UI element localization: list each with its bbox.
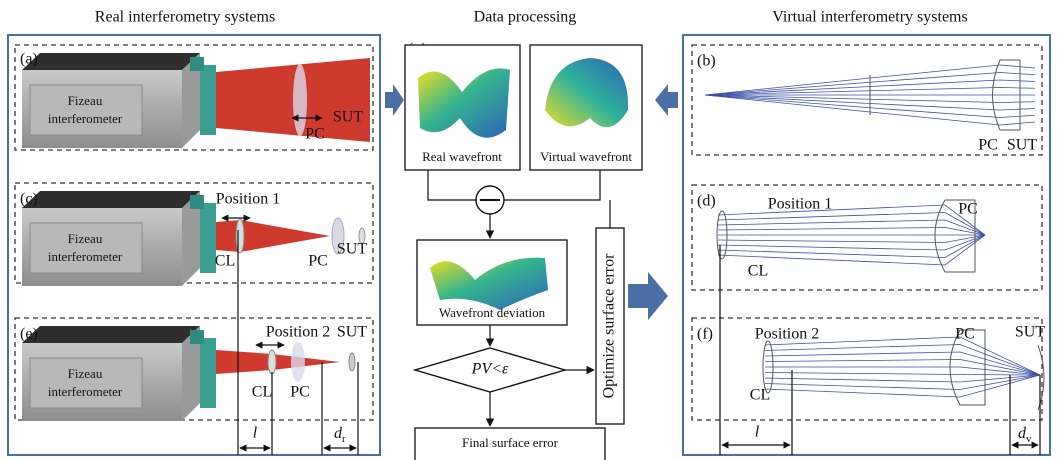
rays <box>765 337 1040 397</box>
part-label: CL <box>215 253 235 270</box>
virtual-frame <box>683 35 1050 455</box>
connector <box>504 170 600 200</box>
position-label: Position 2 <box>266 324 330 341</box>
device-label: Fizeau <box>68 231 103 246</box>
connector <box>428 170 476 200</box>
part-label: SUT <box>337 241 367 258</box>
panel-label: (c) <box>20 191 38 208</box>
panel-d <box>692 185 1042 290</box>
device-label: Fizeau <box>68 93 103 108</box>
position-label: Position 1 <box>768 196 832 213</box>
part-label: CL <box>748 263 768 280</box>
header: Virtual interferometry systems <box>772 9 967 26</box>
panel-label: (f) <box>697 326 713 343</box>
interferometer <box>22 326 216 421</box>
ray <box>718 228 985 236</box>
ray <box>765 337 1040 375</box>
lens <box>268 350 276 374</box>
dim-sub: v <box>1026 433 1032 445</box>
figure: Real interferometry systems Data process… <box>0 0 1058 460</box>
flow-arrow <box>628 272 668 320</box>
beam <box>216 220 330 252</box>
device-label: interferometer <box>48 249 123 264</box>
box-label: Real wavefront <box>422 149 502 164</box>
ray <box>765 375 1040 390</box>
part-label: PC <box>308 253 328 270</box>
part-label: CL <box>750 387 770 404</box>
dim-sub: r <box>342 433 346 445</box>
panel-label: (a) <box>20 51 38 68</box>
device-label: interferometer <box>48 384 123 399</box>
dim-label: dv <box>1018 425 1032 445</box>
part-label: SUT <box>333 109 363 126</box>
header: Real interferometry systems <box>95 9 275 26</box>
part-label: PC <box>955 326 975 343</box>
rays <box>718 205 985 265</box>
part-label: SUT <box>337 324 367 341</box>
lens <box>236 219 244 253</box>
interferometer <box>22 53 216 148</box>
part-label: CL <box>252 384 272 401</box>
box-label: Virtual wavefront <box>540 149 632 164</box>
part-label: SUT <box>1015 324 1045 341</box>
position-label: Position 1 <box>216 191 280 208</box>
lens <box>291 342 305 382</box>
box-label: Optimize surface error <box>601 253 618 398</box>
part-label: PC <box>290 384 310 401</box>
ray <box>718 235 985 243</box>
part-label: PC <box>958 201 978 218</box>
interferometer <box>22 191 216 286</box>
panel-f <box>692 318 1042 420</box>
condition-label: PV<ε <box>471 361 509 378</box>
flow-arrow <box>655 84 678 116</box>
part-label: SUT <box>1007 137 1037 154</box>
dim-label: l <box>253 425 258 442</box>
device-label: Fizeau <box>68 366 103 381</box>
dim-label: l <box>755 424 760 441</box>
ray <box>765 375 1040 382</box>
header: Data processing <box>474 9 577 26</box>
box-label: Final surface error <box>462 435 559 450</box>
device-label: interferometer <box>48 111 123 126</box>
panel-label: (e) <box>20 326 38 343</box>
part-label: PC <box>305 126 325 143</box>
sut <box>1038 345 1044 410</box>
part-label: PC <box>978 137 998 154</box>
dim-label: dr <box>334 425 346 445</box>
panel-label: (b) <box>697 53 716 70</box>
box-label: Wavefront deviation <box>439 305 546 320</box>
flow-arrow <box>385 84 404 116</box>
panel-label: (d) <box>697 193 716 210</box>
sut <box>349 353 355 371</box>
position-label: Position 2 <box>755 326 819 343</box>
ray <box>765 373 1040 376</box>
